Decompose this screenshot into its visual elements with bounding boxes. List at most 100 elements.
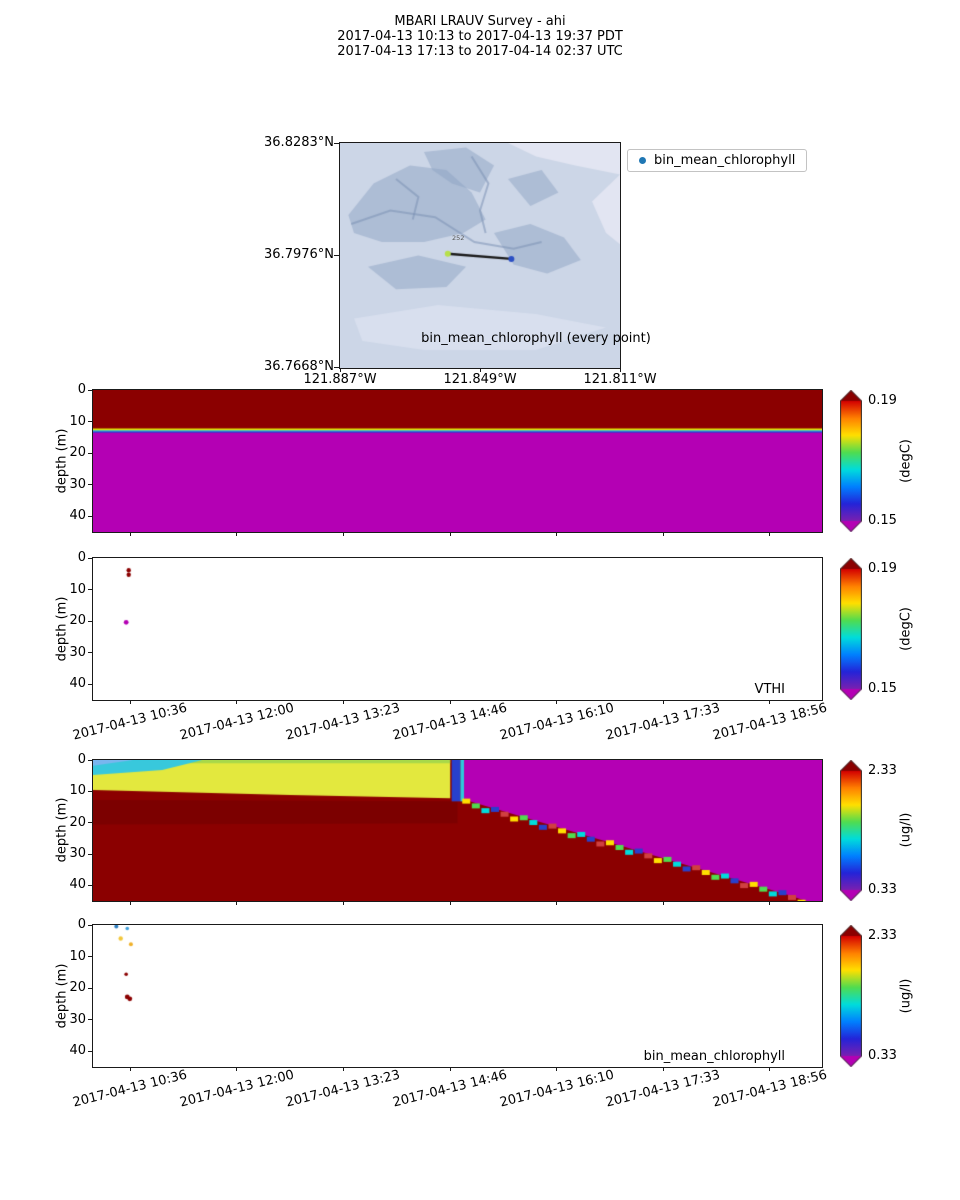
colorbar-canvas [840,390,862,532]
y-tick-mark [88,790,92,792]
x-tick-mark [556,901,558,905]
figure-title: MBARI LRAUV Survey - ahi 2017-04-13 10:1… [0,14,960,59]
y-tick-label: 40 [69,508,86,524]
y-tick-label: 0 [77,917,86,932]
x-tick-label: 2017-04-13 12:00 [177,700,296,744]
panel-label-vthi: VTHI [754,682,785,697]
colorbar-canvas [840,558,862,700]
y-tick-label: 20 [69,814,86,830]
x-tick-label: 2017-04-13 17:33 [604,700,722,744]
y-tick-label: 0 [77,382,86,397]
plot-temperature-contour [92,389,823,533]
y-tick-mark [88,683,92,685]
x-tick-mark [236,700,238,704]
y-tick-mark [88,589,92,591]
map-lon-tick-mark [479,368,481,372]
colorbar-unit-label: (ug/l) [898,812,914,848]
colorbar-unit-label: (degC) [898,439,914,483]
y-tick-mark [88,452,92,454]
x-tick-mark [449,532,451,536]
y-tick-mark [88,884,92,886]
colorbar-temperature [840,390,862,532]
map-legend: bin_mean_chlorophyll [627,149,808,172]
x-tick-mark [236,532,238,536]
y-tick-mark [88,652,92,654]
map-panel [339,142,621,369]
x-tick-mark [769,700,770,704]
legend-label: bin_mean_chlorophyll [654,153,796,168]
plot-chlorophyll-scatter [92,924,823,1068]
x-tick-label: 2017-04-13 14:46 [391,700,509,744]
y-tick-mark [88,515,92,517]
plot-vthi-scatter [92,557,823,701]
colorbar-min-label: 0.15 [868,681,897,696]
temperature-contour-canvas [93,390,822,532]
map-caption: bin_mean_chlorophyll (every point) [421,331,651,346]
colorbar-max-label: 2.33 [868,928,897,943]
x-tick-mark [662,901,664,905]
x-tick-mark [769,532,770,536]
y-tick-mark [88,956,92,958]
y-tick-mark [88,484,92,486]
x-tick-mark [342,700,344,704]
x-tick-mark [449,901,451,905]
x-tick-mark [556,700,558,704]
map-canvas [340,143,620,368]
y-tick-label: 20 [69,980,86,996]
x-tick-mark [449,1067,451,1071]
map-lon-tick-mark [619,368,621,372]
map-lon-tick-label: 121.887°W [303,372,377,387]
x-tick-mark [662,700,664,704]
x-tick-label: 2017-04-13 17:33 [604,1067,722,1111]
y-tick-label: 40 [69,1043,86,1059]
x-tick-mark [129,901,131,905]
y-tick-mark [88,822,92,824]
map-lon-tick-label: 121.811°W [583,372,657,387]
colorbar-min-label: 0.33 [868,882,897,897]
x-tick-label: 2017-04-13 10:36 [71,700,189,744]
y-tick-mark [88,853,92,855]
chlorophyll-contour-canvas [93,760,822,901]
y-tick-label: 30 [69,846,86,861]
x-tick-mark [662,532,664,536]
y-tick-mark [88,557,92,559]
colorbar-unit-label: (ug/l) [898,978,914,1014]
x-tick-mark [556,1067,558,1071]
y-tick-label: 30 [69,644,86,660]
y-tick-mark [88,924,92,926]
x-tick-mark [342,901,344,905]
track-label: 252 [452,234,465,242]
y-tick-mark [88,987,92,989]
colorbar-canvas [840,760,862,901]
colorbar-vthi [840,558,862,700]
map-lat-tick-mark [334,254,339,256]
colorbar-max-label: 0.19 [868,561,897,576]
legend-marker-icon [639,157,646,164]
x-tick-mark [342,532,344,536]
y-tick-label: 0 [77,550,86,565]
y-tick-label: 10 [69,783,86,799]
y-tick-label: 10 [69,581,86,597]
x-tick-mark [129,532,131,536]
y-tick-label: 40 [69,676,86,692]
y-tick-mark [88,620,92,622]
map-lat-tick-mark [334,142,339,144]
y-tick-label: 10 [69,948,86,964]
title-line3: 2017-04-13 17:13 to 2017-04-14 02:37 UTC [337,44,623,59]
y-tick-label: 30 [69,476,86,492]
map-lat-tick-label: 36.8283°N [264,135,334,150]
x-tick-mark [769,1067,770,1071]
y-tick-label: 0 [77,752,86,767]
colorbar-min-label: 0.33 [868,1048,897,1063]
colorbar-max-label: 0.19 [868,393,897,408]
x-tick-label: 2017-04-13 18:56 [710,700,829,744]
colorbar-chlorophyll-scatter [840,925,862,1067]
colorbar-unit-label: (degC) [898,607,914,651]
map-lat-tick-mark [334,366,339,368]
y-tick-mark [88,1019,92,1021]
vthi-scatter-canvas [93,558,822,700]
x-tick-label: 2017-04-13 10:36 [71,1067,189,1111]
x-tick-mark [769,901,770,905]
x-tick-label: 2017-04-13 18:56 [710,1067,829,1111]
